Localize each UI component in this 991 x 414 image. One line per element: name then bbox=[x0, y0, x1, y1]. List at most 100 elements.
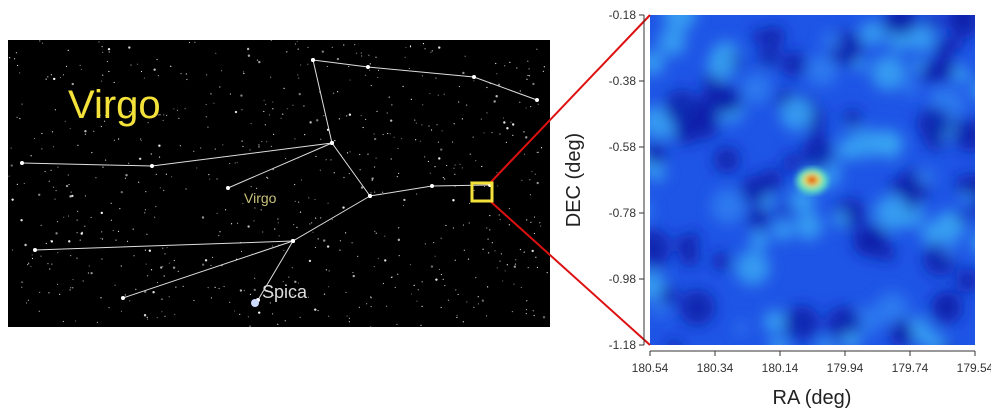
star bbox=[536, 49, 537, 50]
star bbox=[287, 108, 288, 109]
star bbox=[230, 93, 231, 94]
star bbox=[218, 235, 219, 236]
star bbox=[258, 61, 260, 63]
star bbox=[520, 90, 521, 91]
star bbox=[55, 232, 57, 234]
star bbox=[322, 50, 324, 52]
star bbox=[359, 154, 360, 155]
star bbox=[272, 313, 273, 314]
star bbox=[520, 249, 521, 250]
star bbox=[307, 64, 308, 65]
star bbox=[108, 48, 110, 50]
star bbox=[41, 133, 42, 134]
star bbox=[521, 287, 522, 288]
star bbox=[217, 213, 218, 214]
star bbox=[111, 220, 112, 221]
star bbox=[250, 294, 251, 295]
y-tick-label: -0.58 bbox=[609, 140, 637, 154]
heatmap-blob bbox=[822, 32, 841, 51]
star bbox=[526, 79, 527, 80]
star bbox=[370, 326, 371, 327]
star bbox=[300, 64, 301, 65]
star bbox=[267, 178, 268, 179]
star bbox=[523, 131, 524, 132]
star bbox=[328, 270, 329, 271]
star bbox=[534, 233, 535, 234]
star bbox=[31, 155, 32, 156]
star bbox=[105, 159, 106, 160]
star bbox=[202, 216, 204, 218]
star bbox=[384, 259, 386, 261]
star bbox=[265, 104, 266, 105]
star bbox=[376, 233, 377, 234]
star bbox=[234, 310, 235, 311]
star bbox=[241, 109, 242, 110]
star bbox=[111, 203, 112, 204]
star bbox=[139, 158, 141, 160]
star bbox=[484, 132, 485, 133]
star bbox=[45, 171, 46, 172]
star bbox=[507, 264, 508, 265]
star bbox=[82, 232, 83, 233]
star bbox=[395, 287, 396, 288]
star bbox=[57, 252, 58, 253]
star bbox=[502, 280, 503, 281]
star bbox=[405, 47, 406, 48]
star bbox=[85, 195, 86, 196]
heatmap-blob bbox=[930, 89, 945, 104]
star bbox=[149, 250, 151, 252]
star bbox=[85, 134, 86, 135]
star bbox=[186, 79, 187, 80]
heatmap-blob bbox=[778, 204, 790, 216]
y-tick-label: -0.38 bbox=[609, 74, 637, 88]
star bbox=[448, 300, 449, 301]
star bbox=[401, 138, 402, 139]
star bbox=[452, 199, 454, 201]
constellation-star bbox=[366, 65, 370, 69]
star bbox=[440, 148, 442, 150]
star bbox=[119, 208, 120, 209]
star bbox=[108, 71, 109, 72]
star bbox=[235, 111, 237, 113]
star bbox=[163, 114, 164, 115]
star bbox=[361, 55, 362, 56]
star bbox=[478, 303, 479, 304]
star bbox=[249, 149, 250, 150]
star bbox=[516, 67, 517, 68]
star bbox=[488, 252, 489, 253]
star bbox=[163, 190, 164, 191]
star bbox=[530, 106, 531, 107]
star bbox=[343, 177, 344, 178]
heatmap-blob bbox=[945, 10, 964, 29]
star bbox=[378, 258, 379, 259]
heatmap-blob bbox=[680, 246, 700, 266]
star bbox=[374, 133, 375, 134]
star bbox=[175, 286, 176, 287]
heatmap-blob bbox=[679, 290, 715, 326]
heatmap-blob bbox=[892, 319, 909, 336]
star bbox=[499, 261, 500, 262]
star bbox=[420, 141, 421, 142]
constellation-star bbox=[330, 141, 334, 145]
star bbox=[333, 93, 334, 94]
star bbox=[456, 317, 457, 318]
heatmap-blob bbox=[817, 339, 834, 356]
star bbox=[414, 119, 415, 120]
star bbox=[239, 314, 240, 315]
star bbox=[314, 199, 315, 200]
star bbox=[241, 251, 242, 252]
star bbox=[41, 148, 42, 149]
star bbox=[157, 282, 158, 283]
star bbox=[68, 184, 69, 185]
star bbox=[539, 222, 540, 223]
star bbox=[183, 286, 184, 287]
star bbox=[109, 51, 110, 52]
star bbox=[441, 238, 442, 239]
star bbox=[371, 306, 372, 307]
star bbox=[272, 101, 273, 102]
star bbox=[491, 132, 492, 133]
star bbox=[57, 284, 58, 285]
star bbox=[377, 77, 378, 78]
star bbox=[420, 325, 421, 326]
star bbox=[463, 321, 464, 322]
